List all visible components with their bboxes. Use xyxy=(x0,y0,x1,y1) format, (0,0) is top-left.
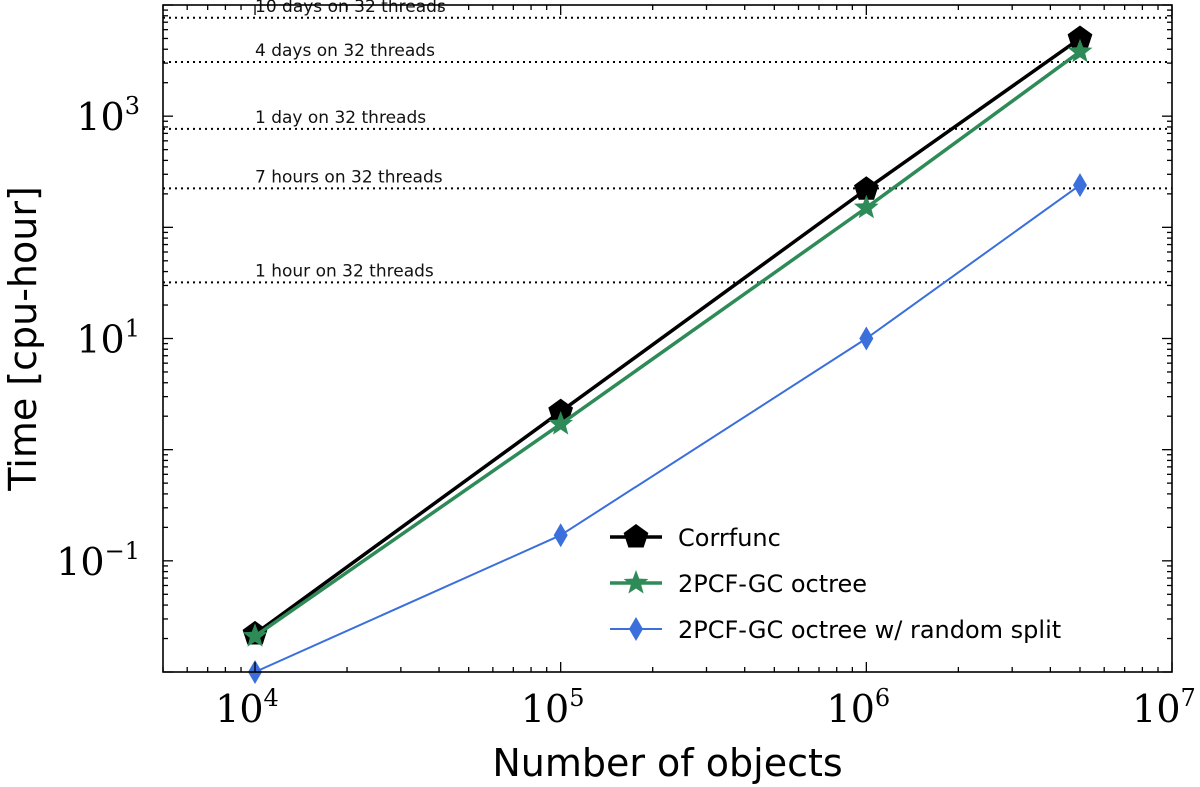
legend-label-0: Corrfunc xyxy=(678,524,781,552)
series-layer xyxy=(242,25,1093,684)
data-point-2-3 xyxy=(1072,173,1087,198)
series-1 xyxy=(242,38,1093,647)
series-line-1 xyxy=(254,50,1082,638)
x-tick-label-1: 105 xyxy=(521,684,585,731)
data-point-1-3 xyxy=(1067,38,1093,63)
x-axis-title: Number of objects xyxy=(492,741,842,785)
data-point-0-3 xyxy=(1067,25,1093,49)
plot-frame xyxy=(162,4,1173,673)
data-point-1-2 xyxy=(854,194,879,219)
series-line-0 xyxy=(253,37,1081,636)
legend-label-1: 2PCF-GC octree xyxy=(678,570,867,598)
data-point-1-0 xyxy=(242,623,268,647)
y-tick-label-1: 101 xyxy=(76,315,140,362)
reference-lines: 10 days on 32 threads 4 days on 32 thread… xyxy=(163,0,1172,284)
reference-label-4: 1 hour on 32 threads xyxy=(255,261,434,281)
data-point-2-2 xyxy=(859,326,874,351)
legend-label-2: 2PCF-GC octree w/ random split xyxy=(678,616,1061,644)
x-tick-label-2: 106 xyxy=(827,684,891,731)
x-tick-label-3: 107 xyxy=(1132,684,1196,731)
x-tick-label-0: 104 xyxy=(215,684,279,731)
reference-label-1: 4 days on 32 threads xyxy=(255,41,435,61)
axes: 104 105 106 107 10−1 101 103 Number of objects T… xyxy=(1,4,1196,785)
reference-label-2: 1 day on 32 threads xyxy=(255,108,426,128)
reference-label-3: 7 hours on 32 threads xyxy=(255,167,443,187)
series-2 xyxy=(248,173,1087,684)
legend: Corrfunc 2PCF-GC octree 2PCF-GC octree w/ … xyxy=(610,524,1061,644)
data-point-1-1 xyxy=(548,411,573,435)
data-point-2-1 xyxy=(553,523,568,548)
y-axis-title: Time [cpu-hour] xyxy=(1,186,45,492)
reference-label-0: 10 days on 32 threads xyxy=(255,0,446,17)
y-tick-label-0: 10−1 xyxy=(56,537,140,584)
legend-marker-2 xyxy=(629,617,643,641)
data-point-0-2 xyxy=(854,176,879,200)
legend-marker-1 xyxy=(623,570,649,594)
series-line-2 xyxy=(254,184,1081,673)
y-tick-label-2: 103 xyxy=(76,92,140,139)
data-point-0-1 xyxy=(548,398,573,423)
legend-marker-0 xyxy=(623,524,649,548)
